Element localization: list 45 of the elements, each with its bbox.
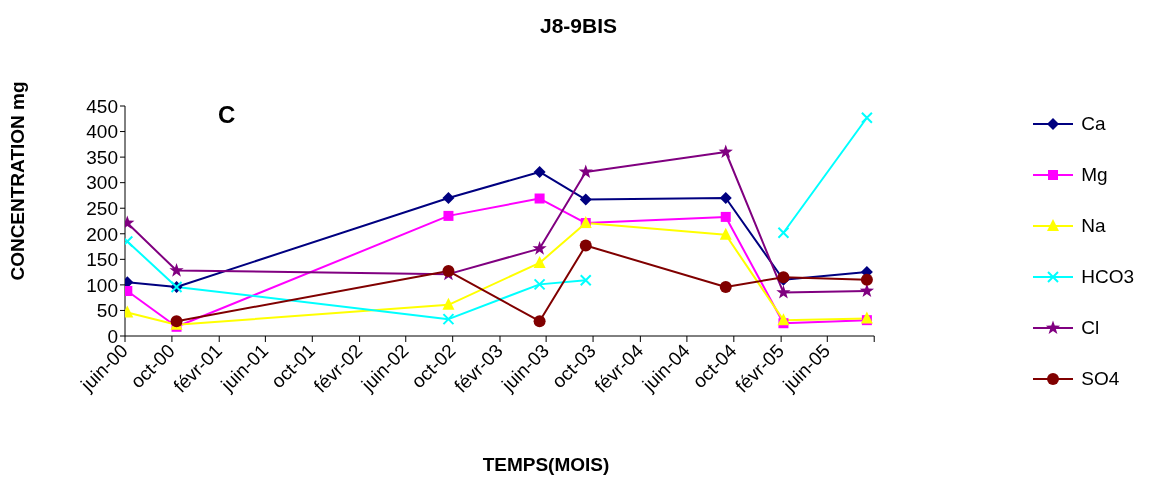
y-tick-label: 100 bbox=[86, 274, 118, 296]
point bbox=[532, 241, 547, 255]
legend-label: Cl bbox=[1081, 316, 1100, 339]
point bbox=[777, 226, 790, 239]
point bbox=[719, 280, 732, 293]
y-tick-label: 150 bbox=[86, 249, 118, 271]
point bbox=[579, 239, 592, 252]
point bbox=[443, 210, 454, 221]
point bbox=[442, 192, 455, 204]
point bbox=[720, 211, 731, 222]
y-tick-label: 400 bbox=[86, 121, 118, 143]
point bbox=[534, 193, 545, 204]
point bbox=[533, 255, 546, 268]
point bbox=[860, 111, 873, 124]
y-axis-title: CONCENTRATION mg bbox=[7, 80, 29, 281]
point bbox=[578, 164, 593, 178]
y-tick-label: 300 bbox=[86, 172, 118, 194]
point bbox=[442, 297, 455, 310]
point bbox=[533, 315, 546, 328]
y-tick-label: 200 bbox=[86, 223, 118, 245]
legend-label: SO4 bbox=[1081, 367, 1120, 390]
y-tick-label: 350 bbox=[86, 146, 118, 168]
point bbox=[719, 192, 732, 204]
point bbox=[777, 313, 790, 326]
y-tick-label: 250 bbox=[86, 197, 118, 219]
annotation: C bbox=[218, 101, 236, 129]
point bbox=[719, 227, 732, 240]
point bbox=[860, 311, 873, 324]
point bbox=[533, 165, 546, 178]
y-tick-label: 450 bbox=[86, 95, 118, 117]
legend-label: HCO3 bbox=[1081, 265, 1134, 288]
x-axis-title: TEMPS(MOIS) bbox=[481, 454, 611, 476]
point bbox=[442, 313, 455, 326]
point bbox=[860, 273, 873, 286]
point bbox=[579, 193, 592, 206]
legend-label: Na bbox=[1081, 214, 1106, 237]
point bbox=[533, 278, 546, 291]
legend-label: Mg bbox=[1081, 163, 1108, 186]
y-tick-label: 50 bbox=[96, 300, 118, 322]
chart-title: J8-9BIS bbox=[538, 14, 618, 38]
point bbox=[776, 285, 791, 299]
point bbox=[579, 274, 592, 287]
point bbox=[718, 144, 733, 159]
point bbox=[169, 263, 184, 277]
legend-label: Ca bbox=[1081, 112, 1106, 135]
